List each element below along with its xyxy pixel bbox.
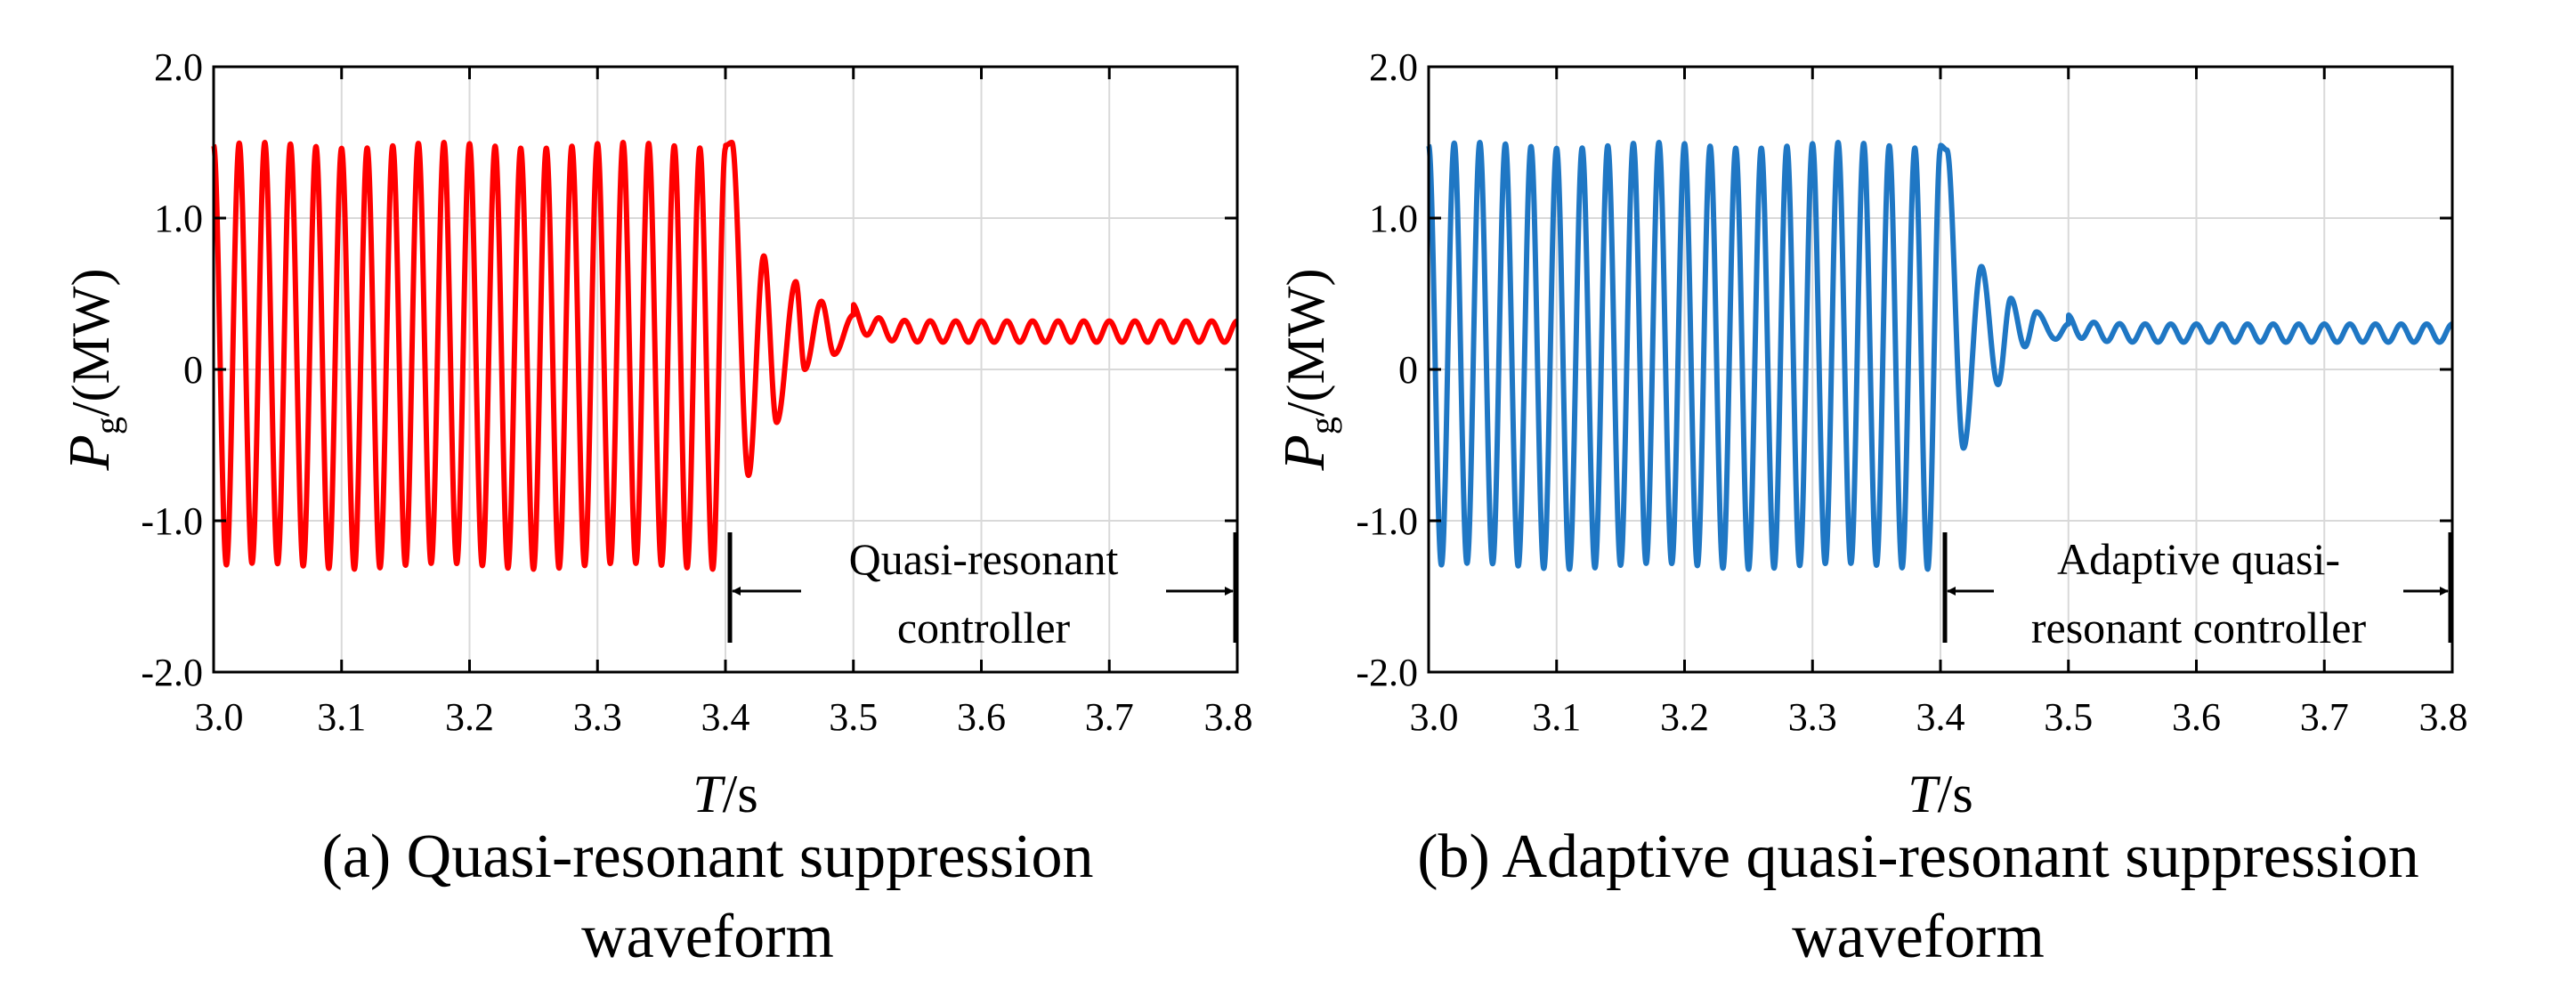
y-tick-label: 1.0 (154, 197, 203, 240)
y-tick-label: 2.0 (1369, 45, 1418, 89)
waveform-a (211, 140, 1240, 572)
x-tick-label: 3.1 (1532, 695, 1581, 739)
x-tick-label: 3.2 (1660, 695, 1709, 739)
chart-panel-b: 2.0 1.0 0 -1.0 -2.0 3.0 3.1 3.2 3.3 3.4 … (1272, 45, 2468, 971)
series-line-Pg (1426, 140, 2455, 572)
x-tick-label: 3.4 (701, 695, 750, 739)
x-tick-labels-a: 3.0 3.1 3.2 3.3 3.4 3.5 3.6 3.7 3.8 (195, 695, 1253, 739)
y-tick-labels-a: 2.0 1.0 0 -1.0 -2.0 (141, 45, 203, 694)
waveform-b (1426, 140, 2455, 572)
controller-annotation-b: Adaptive quasi- resonant controller (1942, 532, 2453, 653)
chart-panel-a: 2.0 1.0 0 -1.0 -2.0 3.0 3.1 3.2 3.3 3.4 … (57, 45, 1253, 971)
annotation-line-2: resonant controller (2031, 603, 2367, 653)
y-tick-label: 0 (183, 348, 203, 392)
ticks-b (1427, 65, 2454, 674)
y-axis-title-a: Pg/(MW) (57, 269, 127, 472)
y-tick-label: 2.0 (154, 45, 203, 89)
x-tick-label: 3.3 (573, 695, 622, 739)
annotation-line-1: Adaptive quasi- (2057, 534, 2340, 584)
x-axis-title-a: T/s (693, 765, 757, 823)
annotation-line-2: controller (897, 603, 1071, 653)
x-tick-labels-b: 3.0 3.1 3.2 3.3 3.4 3.5 3.6 3.7 3.8 (1410, 695, 2468, 739)
y-tick-label: -2.0 (1356, 651, 1418, 694)
x-tick-label: 3.4 (1916, 695, 1965, 739)
x-tick-label: 3.0 (1410, 695, 1459, 739)
x-axis-title-b: T/s (1908, 765, 1973, 823)
x-tick-label: 3.7 (1085, 695, 1134, 739)
x-tick-label: 3.6 (957, 695, 1006, 739)
y-tick-label: -2.0 (141, 651, 203, 694)
x-tick-label: 3.5 (2044, 695, 2093, 739)
x-tick-label: 3.8 (2419, 695, 2468, 739)
y-axis-title-b: Pg/(MW) (1272, 269, 1342, 472)
x-tick-label: 3.7 (2300, 695, 2349, 739)
y-tick-label: 0 (1398, 348, 1418, 392)
x-tick-label: 3.3 (1788, 695, 1837, 739)
caption-a-line-2: waveform (581, 903, 834, 971)
caption-b-line-1: (b) Adaptive quasi-resonant suppression (1417, 823, 2419, 891)
annotation-line-1: Quasi-resonant (849, 534, 1119, 584)
x-tick-label: 3.2 (445, 695, 494, 739)
caption-a-line-1: (a) Quasi-resonant suppression (321, 823, 1093, 891)
y-tick-label: 1.0 (1369, 197, 1418, 240)
caption-b-line-2: waveform (1792, 903, 2045, 971)
controller-annotation-a: Quasi-resonant controller (727, 532, 1238, 653)
series-line-Pg (211, 140, 1240, 572)
y-tick-label: -1.0 (1356, 499, 1418, 543)
ticks-a (212, 65, 1239, 674)
x-tick-label: 3.8 (1204, 695, 1253, 739)
x-tick-label: 3.6 (2172, 695, 2221, 739)
x-tick-label: 3.0 (195, 695, 244, 739)
y-tick-labels-b: 2.0 1.0 0 -1.0 -2.0 (1356, 45, 1418, 694)
x-tick-label: 3.5 (829, 695, 878, 739)
y-tick-label: -1.0 (141, 499, 203, 543)
x-tick-label: 3.1 (317, 695, 366, 739)
